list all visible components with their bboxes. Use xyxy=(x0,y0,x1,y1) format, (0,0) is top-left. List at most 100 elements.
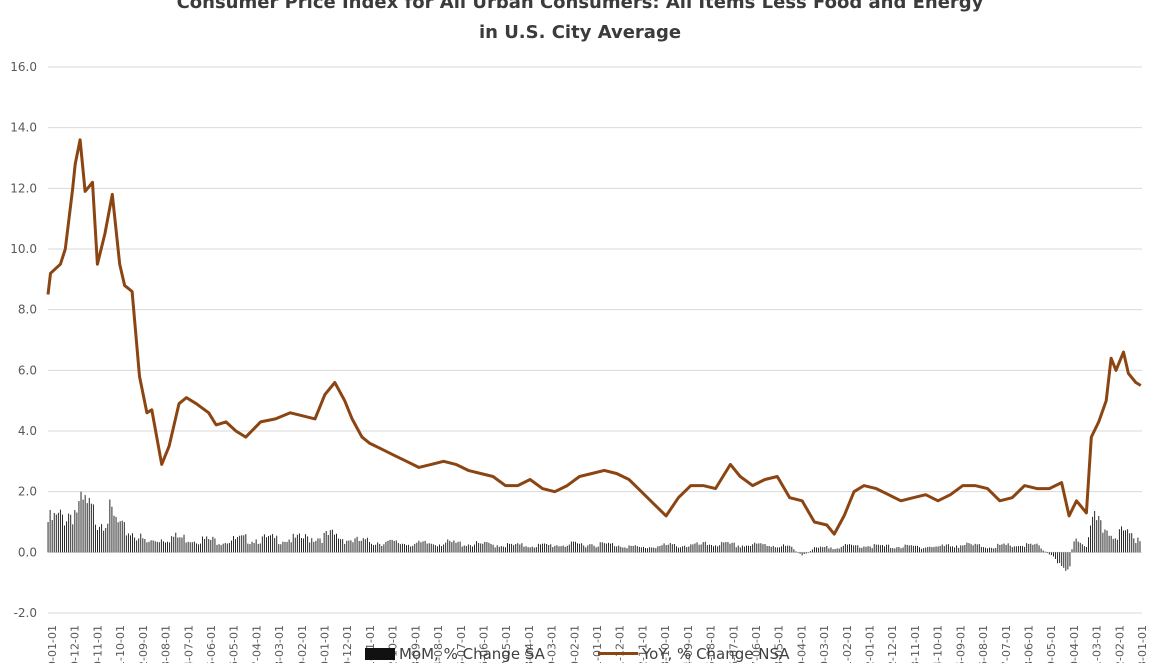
mom-bar xyxy=(1090,525,1091,553)
legend-label-mom: MoM, % Change SA xyxy=(399,645,545,663)
mom-bar xyxy=(354,538,356,553)
mom-bar xyxy=(537,543,539,553)
mom-bar xyxy=(455,542,457,553)
x-tick-label: 1988-03-01 xyxy=(273,625,286,663)
mom-bar xyxy=(834,549,836,553)
mom-bar xyxy=(387,540,389,553)
mom-bar xyxy=(290,542,292,553)
mom-bar xyxy=(385,541,387,553)
x-tick-label: 1995-07-01 xyxy=(455,625,468,663)
mom-bar xyxy=(750,546,752,553)
mom-bar xyxy=(148,541,150,553)
x-tick-label: 2019-05-01 xyxy=(1045,625,1058,663)
mom-bar xyxy=(941,544,943,553)
mom-bar xyxy=(1088,537,1089,553)
mom-bar xyxy=(414,543,416,553)
mom-bar xyxy=(261,536,263,553)
mom-bar xyxy=(432,544,434,553)
mom-bar xyxy=(1046,552,1048,554)
mom-bar xyxy=(364,539,366,553)
mom-bar xyxy=(688,546,690,553)
mom-bar xyxy=(575,541,576,553)
x-tick-label: 2012-01-01 xyxy=(864,625,877,663)
mom-bar xyxy=(1125,530,1127,553)
mom-bar xyxy=(748,545,749,553)
mom-bar xyxy=(303,538,304,553)
mom-bar xyxy=(51,520,53,553)
mom-bar xyxy=(719,545,721,553)
x-tick-label: 2015-09-01 xyxy=(954,625,967,663)
mom-bar xyxy=(509,543,510,553)
x-tick-label: 1997-05-01 xyxy=(500,625,513,663)
mom-bar xyxy=(673,543,675,553)
mom-bar xyxy=(1104,529,1106,553)
mom-bar xyxy=(233,535,234,553)
mom-bar xyxy=(645,548,646,553)
mom-bar xyxy=(682,546,684,553)
mom-bar xyxy=(521,543,523,553)
mom-bar xyxy=(1020,545,1021,553)
mom-bar xyxy=(1024,546,1026,553)
mom-bar xyxy=(933,547,935,553)
mom-bar xyxy=(956,545,958,553)
mom-bar xyxy=(842,545,844,553)
mom-bar xyxy=(859,547,861,553)
mom-bar xyxy=(132,533,133,553)
mom-bar xyxy=(727,542,729,553)
mom-bar xyxy=(1040,548,1042,553)
mom-bar xyxy=(531,546,533,553)
mom-bar xyxy=(694,543,696,553)
mom-bar xyxy=(987,548,988,553)
mom-bar xyxy=(993,548,995,553)
mom-bar xyxy=(418,540,420,553)
mom-bar xyxy=(263,534,265,553)
mom-bar xyxy=(195,543,197,553)
mom-bar xyxy=(830,547,832,553)
mom-bar xyxy=(1071,549,1073,553)
mom-bar xyxy=(640,547,642,553)
mom-bar xyxy=(463,545,465,553)
x-tick-label: 2022-02-01 xyxy=(1113,625,1126,663)
mom-bar xyxy=(700,544,702,553)
mom-bar xyxy=(115,516,117,553)
mom-bar xyxy=(525,546,527,553)
mom-bar xyxy=(127,533,129,553)
x-tick-label: 2016-08-01 xyxy=(977,625,990,663)
mom-bar xyxy=(162,541,164,553)
x-tick-label: 1990-12-01 xyxy=(341,625,354,663)
mom-bar xyxy=(875,544,877,553)
mom-bar xyxy=(659,545,661,553)
mom-bar xyxy=(265,537,267,553)
mom-bar xyxy=(484,541,486,553)
mom-bar xyxy=(154,541,156,553)
mom-bar xyxy=(165,542,166,553)
mom-bar xyxy=(904,544,906,553)
mom-bar xyxy=(212,536,214,553)
mom-bar xyxy=(301,538,302,553)
mom-bar xyxy=(1102,532,1104,553)
x-tick-label: 2020-04-01 xyxy=(1068,625,1081,663)
mom-bar xyxy=(717,546,719,553)
mom-bar xyxy=(711,544,712,553)
mom-bar xyxy=(1081,544,1083,553)
mom-bar xyxy=(643,546,644,553)
mom-bar xyxy=(630,545,632,553)
mom-bar xyxy=(939,545,941,553)
mom-bar xyxy=(663,543,665,553)
mom-bar xyxy=(1067,552,1069,570)
mom-bar xyxy=(1032,544,1034,553)
x-tick-label: 1993-09-01 xyxy=(409,625,422,663)
mom-bar xyxy=(741,545,743,553)
mom-bar xyxy=(898,546,900,553)
mom-bar xyxy=(206,536,208,553)
x-tick-label: 2018-06-01 xyxy=(1022,625,1035,663)
mom-bar xyxy=(142,538,144,553)
mom-bar xyxy=(241,535,243,553)
mom-bar xyxy=(632,545,634,553)
mom-bar xyxy=(117,522,119,553)
mom-bar xyxy=(99,526,101,553)
mom-bar xyxy=(579,543,581,553)
mom-bar xyxy=(1110,535,1112,553)
mom-bar xyxy=(603,543,605,553)
mom-bar xyxy=(399,544,401,553)
